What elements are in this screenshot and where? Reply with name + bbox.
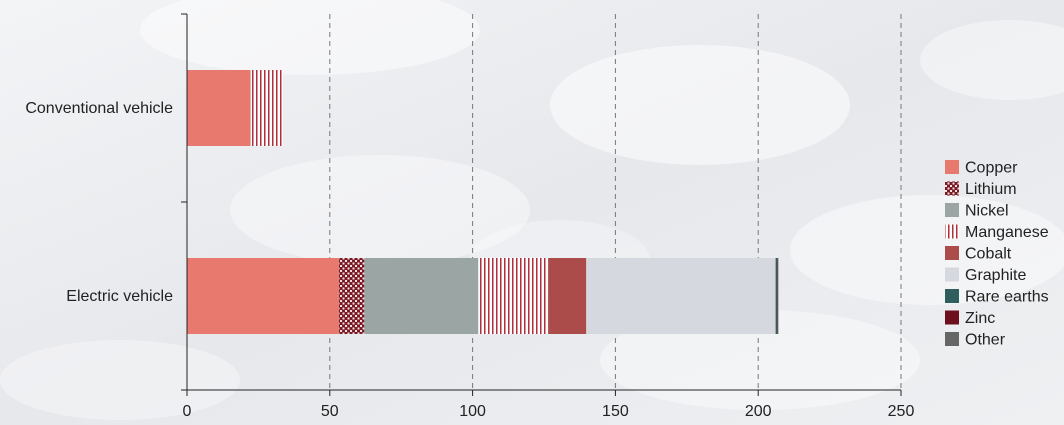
legend-item: Manganese	[945, 224, 1049, 241]
bar-segment-manganese	[478, 258, 549, 334]
legend-label: Rare earths	[965, 289, 1049, 306]
legend-swatch	[945, 332, 959, 346]
legend-label: Cobalt	[965, 246, 1012, 263]
bar-segment-nickel	[364, 258, 479, 334]
legend-label: Graphite	[965, 267, 1026, 284]
x-tick-label: 200	[745, 403, 772, 420]
category-label: Electric vehicle	[66, 288, 173, 305]
x-tick-label: 50	[321, 403, 339, 420]
bar-segment-cobalt	[548, 258, 587, 334]
legend-swatch	[945, 310, 959, 325]
x-tick-label: 150	[602, 403, 629, 420]
legend-item: Zinc	[945, 310, 995, 327]
legend-swatch	[945, 224, 959, 239]
bar-segment-copper	[187, 258, 339, 334]
legend-swatch	[945, 160, 959, 174]
legend-swatch	[945, 289, 959, 303]
legend-label: Manganese	[965, 224, 1049, 241]
legend-item: Graphite	[945, 267, 1026, 284]
bar-segment-rare-earths	[775, 258, 778, 334]
legend-item: Lithium	[945, 181, 1017, 198]
legend-swatch	[945, 203, 959, 217]
x-tick-label: 250	[888, 403, 915, 420]
legend-item: Other	[945, 332, 1006, 349]
legend: Copper Lithium Nickel Manganese Cobalt Graphi…	[945, 160, 1049, 349]
legend-item: Cobalt	[945, 246, 1012, 263]
legend-item: Rare earths	[945, 289, 1049, 306]
legend-swatch	[945, 181, 959, 196]
legend-label: Other	[965, 332, 1006, 349]
legend-label: Lithium	[965, 181, 1017, 198]
bar-series	[187, 70, 779, 334]
legend-swatch	[945, 267, 959, 282]
x-tick-label: 0	[183, 403, 192, 420]
bar-segment-manganese	[250, 70, 283, 146]
legend-label: Nickel	[965, 203, 1009, 220]
bar-segment-copper	[187, 70, 251, 146]
category-labels: Conventional vehicle Electric vehicle	[25, 100, 173, 305]
category-label: Conventional vehicle	[25, 100, 173, 117]
legend-swatch	[945, 246, 959, 260]
bar-segment-graphite	[586, 258, 776, 334]
legend-item: Nickel	[945, 203, 1009, 220]
axes	[181, 13, 902, 396]
x-tick-labels: 0 50 100 150 200 250	[183, 403, 915, 420]
legend-label: Copper	[965, 160, 1018, 177]
bar-segment-lithium	[338, 258, 365, 334]
legend-label: Zinc	[965, 310, 995, 327]
bar-segment-other	[777, 258, 779, 334]
x-tick-label: 100	[459, 403, 486, 420]
legend-item: Copper	[945, 160, 1018, 177]
